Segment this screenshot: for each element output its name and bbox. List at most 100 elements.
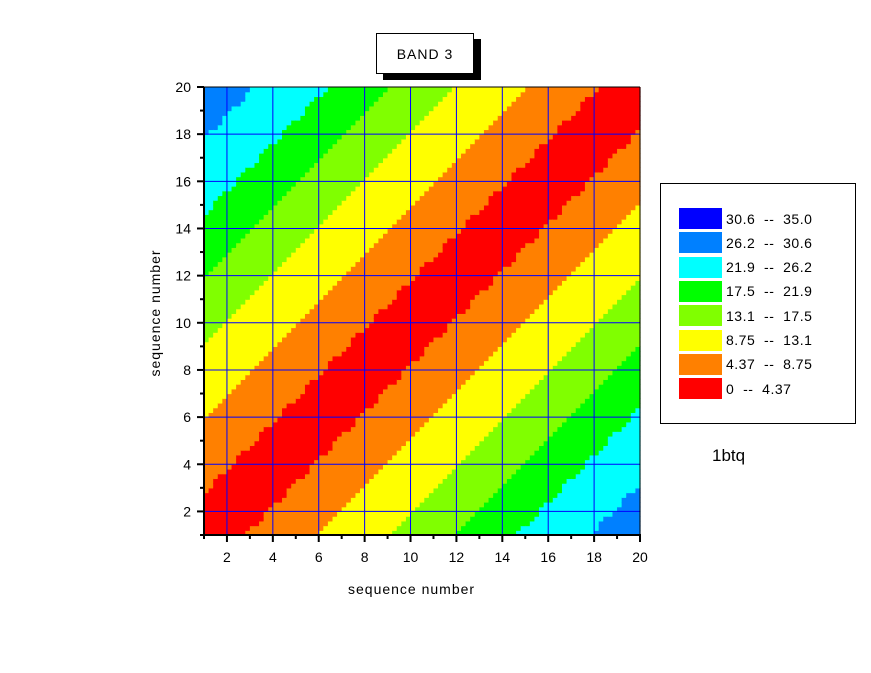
contour-cell <box>341 200 347 206</box>
contour-cell <box>263 275 269 281</box>
contour-cell <box>286 124 292 131</box>
contour-cell <box>332 384 338 390</box>
contour-cell <box>355 412 361 418</box>
contour-cell <box>373 171 379 178</box>
contour-cell <box>254 421 260 428</box>
contour-cell <box>286 299 292 305</box>
contour-cell <box>337 247 343 253</box>
contour-cell <box>263 124 269 131</box>
contour-cell <box>236 219 242 225</box>
contour-cell <box>438 459 444 465</box>
contour-cell <box>291 181 297 187</box>
contour-cell <box>263 313 269 319</box>
contour-cell <box>378 237 384 244</box>
contour-cell <box>373 313 379 319</box>
contour-cell <box>323 520 329 527</box>
contour-cell <box>249 219 256 225</box>
contour-cell <box>438 280 444 286</box>
contour-cell <box>314 365 320 371</box>
contour-cell <box>346 388 352 395</box>
contour-cell <box>360 473 366 480</box>
contour-cell <box>272 341 279 347</box>
contour-cell <box>291 369 297 376</box>
contour-cell <box>208 280 214 286</box>
contour-cell <box>291 468 297 475</box>
contour-cell <box>272 417 279 423</box>
contour-cell <box>259 445 265 451</box>
contour-cell <box>309 468 315 475</box>
contour-cell <box>419 285 425 291</box>
contour-cell <box>217 294 223 300</box>
contour-cell <box>438 421 444 428</box>
contour-cell <box>226 365 233 371</box>
contour-cell <box>309 204 315 211</box>
contour-cell <box>245 186 251 192</box>
contour-cell <box>282 365 288 371</box>
contour-cell <box>415 473 421 480</box>
contour-cell <box>392 327 398 333</box>
contour-cell <box>332 360 338 366</box>
contour-cell <box>208 520 214 527</box>
contour-cell <box>249 468 256 475</box>
contour-cell <box>291 384 297 390</box>
contour-cell <box>286 308 292 314</box>
contour-cell <box>433 256 439 263</box>
contour-cell <box>268 431 274 437</box>
contour-cell <box>249 398 256 404</box>
contour-cell <box>213 478 219 484</box>
contour-cell <box>337 516 343 522</box>
contour-cell <box>314 511 320 517</box>
contour-cell <box>378 110 384 116</box>
contour-cell <box>204 379 210 385</box>
contour-cell <box>249 417 256 423</box>
contour-cell <box>387 124 393 131</box>
contour-cell <box>282 506 288 513</box>
contour-cell <box>231 162 237 168</box>
contour-cell <box>286 388 292 395</box>
contour-cell <box>295 501 301 508</box>
contour-cell <box>263 468 269 475</box>
contour-cell <box>291 256 297 263</box>
contour-cell <box>295 332 301 338</box>
contour-cell <box>204 148 210 154</box>
contour-cell <box>350 275 357 281</box>
contour-cell <box>272 384 279 390</box>
contour-cell <box>272 129 279 135</box>
contour-cell <box>291 275 297 281</box>
contour-cell <box>401 186 407 192</box>
contour-cell <box>364 285 370 291</box>
contour-cell <box>332 285 338 291</box>
contour-cell <box>245 412 251 418</box>
contour-cell <box>295 105 301 112</box>
contour-cell <box>263 91 269 98</box>
contour-cell <box>410 426 416 432</box>
contour-cell <box>314 153 320 159</box>
contour-cell <box>282 219 288 225</box>
contour-cell <box>424 134 430 140</box>
contour-cell <box>226 407 233 413</box>
contour-cell <box>291 435 297 442</box>
contour-cell <box>327 91 334 98</box>
contour-cell <box>272 124 279 131</box>
contour-cell <box>401 289 407 296</box>
contour-cell <box>415 327 421 333</box>
contour-cell <box>245 483 251 489</box>
contour-cell <box>245 516 251 522</box>
contour-cell <box>327 473 334 480</box>
contour-cell <box>300 318 306 324</box>
contour-cell <box>355 157 361 164</box>
contour-cell <box>327 247 334 253</box>
contour-cell <box>217 454 223 461</box>
contour-cell <box>222 228 228 234</box>
contour-cell <box>213 506 219 513</box>
contour-cell <box>291 233 297 239</box>
contour-cell <box>272 261 279 267</box>
contour-cell <box>433 120 439 126</box>
contour-cell <box>410 162 416 168</box>
contour-cell <box>369 365 375 371</box>
contour-cell <box>300 511 306 517</box>
contour-cell <box>268 129 274 135</box>
contour-cell <box>272 492 279 498</box>
contour-cell <box>254 516 260 522</box>
contour-cell <box>392 355 398 362</box>
